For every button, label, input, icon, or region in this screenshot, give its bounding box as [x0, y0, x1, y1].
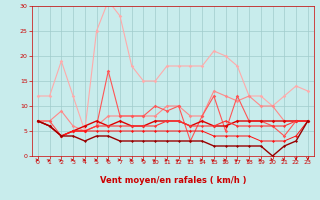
- X-axis label: Vent moyen/en rafales ( km/h ): Vent moyen/en rafales ( km/h ): [100, 176, 246, 185]
